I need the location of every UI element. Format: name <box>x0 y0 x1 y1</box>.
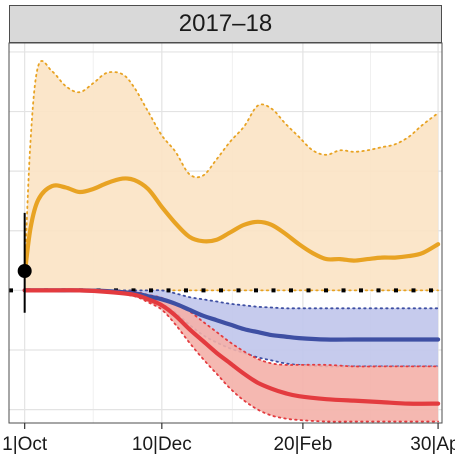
band-2 <box>24 290 439 422</box>
series-layer <box>22 176 441 406</box>
plot-panel-border <box>8 42 443 424</box>
band-lower-2 <box>23 289 439 423</box>
series-line-0 <box>22 176 441 277</box>
x-tick-label: 20|Feb <box>273 434 332 455</box>
band-layer <box>23 60 439 423</box>
x-tick-label: 1|Oct <box>2 434 48 455</box>
x-axis: 1|Oct 10|Dec 20|Feb 30|Apr <box>2 423 455 455</box>
x-tick-label: 30|Apr <box>410 434 455 455</box>
series-line-2 <box>22 288 441 406</box>
panel-strip: 2017–18 <box>9 5 442 43</box>
observed-point <box>17 264 32 278</box>
band-0 <box>24 60 439 291</box>
x-tick-label: 10|Dec <box>132 434 192 455</box>
band-upper-0 <box>23 60 439 275</box>
panel-title: 2017–18 <box>178 10 273 37</box>
band-upper-1 <box>23 289 439 310</box>
observed-point-layer <box>17 212 32 313</box>
band-upper-2 <box>23 289 439 368</box>
band-1 <box>24 290 439 367</box>
